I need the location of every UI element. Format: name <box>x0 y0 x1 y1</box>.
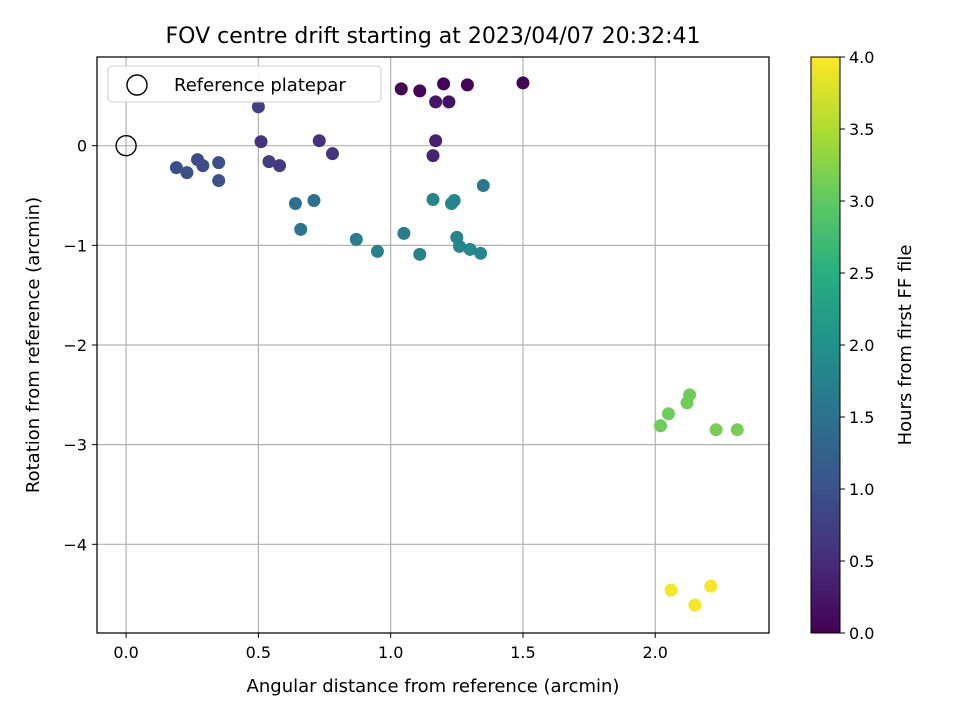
data-point <box>397 226 411 240</box>
y-axis-label: Rotation from reference (arcmin) <box>23 197 44 493</box>
data-point <box>349 232 363 246</box>
data-point <box>212 156 226 170</box>
y-tick-label: −3 <box>63 436 87 455</box>
data-point <box>413 84 427 98</box>
data-point <box>307 194 321 208</box>
data-point <box>474 246 488 260</box>
data-point <box>683 388 697 402</box>
y-tick-label: −4 <box>63 535 87 554</box>
colorbar-tick-label: 0.5 <box>849 552 874 571</box>
legend: Reference platepar <box>107 65 382 103</box>
chart-title: FOV centre drift starting at 2023/04/07 … <box>166 24 701 49</box>
data-point <box>460 78 474 92</box>
y-tick-label: 0 <box>77 137 87 156</box>
data-point <box>180 166 194 180</box>
colorbar-ticks: 0.0 0.5 1.0 1.5 2.0 2.5 3.0 3.5 4.0 <box>840 48 874 643</box>
data-point <box>442 95 456 109</box>
y-tick-label: −2 <box>63 336 87 355</box>
data-point <box>452 239 466 253</box>
data-point <box>654 419 668 433</box>
data-point <box>704 579 718 593</box>
data-point <box>463 242 477 256</box>
plot-frame <box>96 56 770 634</box>
data-point <box>212 174 226 188</box>
data-points <box>115 76 744 612</box>
data-point <box>426 193 440 207</box>
data-point <box>294 222 308 236</box>
data-point <box>196 159 210 173</box>
data-point <box>516 76 530 90</box>
colorbar-tick-label: 1.5 <box>849 408 874 427</box>
y-tick-label: −1 <box>63 236 87 255</box>
x-tick-label: 1.0 <box>378 643 403 662</box>
data-point <box>169 161 183 175</box>
legend-marker <box>126 74 148 96</box>
data-point <box>709 423 723 437</box>
colorbar: 0.0 0.5 1.0 1.5 2.0 2.5 3.0 3.5 4.0 Hours from f… <box>810 48 916 643</box>
data-point <box>413 247 427 261</box>
x-tick-label: 0.0 <box>113 643 138 662</box>
data-point <box>312 134 326 148</box>
x-tick-label: 1.5 <box>510 643 535 662</box>
colorbar-tick-label: 4.0 <box>849 48 874 67</box>
reference-platepar-marker <box>115 134 137 157</box>
data-point <box>664 583 678 597</box>
data-point <box>661 407 675 421</box>
colorbar-tick-label: 1.0 <box>849 480 874 499</box>
data-point <box>447 194 461 208</box>
colorbar-tick-label: 3.0 <box>849 192 874 211</box>
x-tick-label: 2.0 <box>643 643 668 662</box>
colorbar-tick-label: 0.0 <box>849 624 874 643</box>
data-point <box>429 134 443 148</box>
data-point <box>437 77 451 91</box>
colorbar-tick-label: 2.5 <box>849 264 874 283</box>
data-point <box>370 244 384 258</box>
data-point <box>262 155 276 169</box>
y-axis-ticks: 0 −1 −2 −3 −4 <box>63 137 97 554</box>
data-point <box>251 100 265 114</box>
data-point <box>688 598 702 612</box>
colorbar-gradient <box>810 56 841 634</box>
data-point <box>394 82 408 96</box>
colorbar-tick-label: 3.5 <box>849 120 874 139</box>
legend-box <box>107 65 382 103</box>
data-point <box>273 159 287 173</box>
data-point <box>254 135 268 149</box>
data-point <box>325 147 339 161</box>
x-tick-label: 0.5 <box>246 643 271 662</box>
data-point <box>730 423 744 437</box>
x-axis-ticks: 0.0 0.5 1.0 1.5 2.0 <box>113 633 668 662</box>
colorbar-label: Hours from first FF file <box>895 245 916 446</box>
data-point <box>426 149 440 163</box>
data-point <box>429 95 443 109</box>
x-axis-label: Angular distance from reference (arcmin) <box>247 676 620 697</box>
legend-label-reference: Reference platepar <box>174 75 346 96</box>
data-point <box>476 179 490 193</box>
colorbar-tick-label: 2.0 <box>849 336 874 355</box>
data-point <box>288 196 302 210</box>
